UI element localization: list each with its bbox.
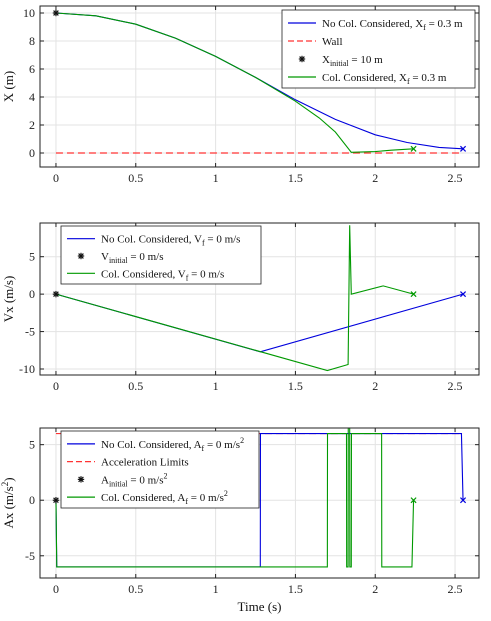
x-tick-label: 0.5 [128,171,143,185]
legend-label: Col. Considered, Vf = 0 m/s [101,268,224,282]
legend-label: No Col. Considered, Af = 0 m/s2 [101,436,244,453]
series-no_col [55,293,464,353]
y-tick-label: 5 [29,250,35,264]
series-group [55,225,464,372]
legend-label: Wall [322,36,343,48]
x-tick-label: 1 [213,171,219,185]
x-tick-label: 2 [372,379,378,393]
final-marker [460,145,467,152]
y-tick-label: 8 [29,34,35,48]
legend-label: Vinitial = 0 m/s [101,251,163,265]
y-tick-label: -5 [25,549,35,563]
subplot-3: 0 0.5 1 1.5 2 2.5 -5 0 5 Ax (m/s2) Time (s) No Col.… [0,427,480,614]
final-marker [410,497,417,504]
legend-entry: Col. Considered, Vf = 0 m/s [67,268,224,282]
legend-entry: Xinitial = 10 m [298,54,383,68]
legend-label: No Col. Considered, Xf = 0.3 m [322,18,463,32]
y-tick-label: 4 [29,90,35,104]
series-group [55,12,464,154]
legend-entry: Col. Considered, Af = 0 m/s2 [67,489,228,506]
x-tick-label: 1.5 [288,379,303,393]
x-tick-label: 2 [372,171,378,185]
x-tick-label: 0 [53,379,59,393]
x-tick-label: 2.5 [448,171,463,185]
y-axis-label: Ax (m/s2) [0,477,16,528]
final-marker [460,291,467,298]
y-tick-label: 2 [29,118,35,132]
legend-box [60,225,262,285]
plot-frame [39,5,480,168]
x-tick-label: 0.5 [128,379,143,393]
subplot-2: 0 0.5 1 1.5 2 2.5 -10 -5 0 5 Vx (m/s) No Col. Consi… [1,222,480,393]
legend-entry: Wall [288,36,343,48]
final-marker [410,145,417,152]
y-axis-label: X (m) [1,71,16,102]
legend-entry: No Col. Considered, Af = 0 m/s2 [67,436,244,453]
x-tick-label: 1 [213,379,219,393]
initial-marker [52,290,60,298]
legend-entry: Acceleration Limits [67,457,189,469]
series-col [55,225,414,372]
legend: No Col. Considered, Af = 0 m/s2 Accelerat… [60,430,260,509]
legend: No Col. Considered, Vf = 0 m/s Vinitial =… [60,225,262,285]
x-axis-label: Time (s) [238,599,282,614]
subplot-1: 0 0.5 1 1.5 2 2.5 0 2 4 6 8 10 X (m) No Col. Consider… [1,5,480,185]
series-col [55,12,414,153]
legend-label: Col. Considered, Xf = 0.3 m [322,72,447,86]
legend-marker-icon [298,55,306,63]
legend-entry: Col. Considered, Xf = 0.3 m [288,72,447,86]
x-tick-label: 0 [53,171,59,185]
y-tick-label: 6 [29,62,35,76]
legend-marker-icon [77,476,85,483]
x-tick-label: 1 [213,582,219,596]
y-tick-label: 0 [29,493,35,507]
legend-entry: No Col. Considered, Xf = 0.3 m [288,18,463,32]
initial-marker [52,497,60,504]
x-tick-label: 1.5 [288,171,303,185]
legend-entry: No Col. Considered, Vf = 0 m/s [67,234,240,248]
y-tick-label: 0 [29,146,35,160]
y-axis-label: Vx (m/s) [1,276,16,323]
legend-entry: Vinitial = 0 m/s [77,251,163,265]
x-tick-label: 0.5 [128,582,143,596]
y-tick-label: 0 [29,287,35,301]
final-marker [410,291,417,298]
legend: No Col. Considered, Xf = 0.3 m Wall Xiniti… [281,9,476,89]
legend-label: Col. Considered, Af = 0 m/s2 [101,489,228,506]
legend-label: Xinitial = 10 m [322,54,383,68]
final-marker [460,497,467,504]
y-tick-label: 10 [23,6,35,20]
plot-frame [39,222,480,376]
plot-frame [39,427,480,579]
legend-marker-icon [77,252,85,260]
legend-entry: Ainitial = 0 m/s2 [77,471,167,488]
series-col [55,428,415,568]
initial-marker [52,9,60,17]
x-tick-label: 1.5 [288,582,303,596]
y-tick-label: 5 [29,438,35,452]
y-tick-label: -5 [25,325,35,339]
legend-label: Ainitial = 0 m/s2 [101,471,167,488]
y-tick-label: -10 [19,362,35,376]
x-tick-label: 2 [372,582,378,596]
x-tick-label: 0 [53,582,59,596]
x-tick-label: 2.5 [448,582,463,596]
x-tick-label: 2.5 [448,379,463,393]
legend-label: Acceleration Limits [101,457,189,469]
legend-label: No Col. Considered, Vf = 0 m/s [101,234,240,248]
